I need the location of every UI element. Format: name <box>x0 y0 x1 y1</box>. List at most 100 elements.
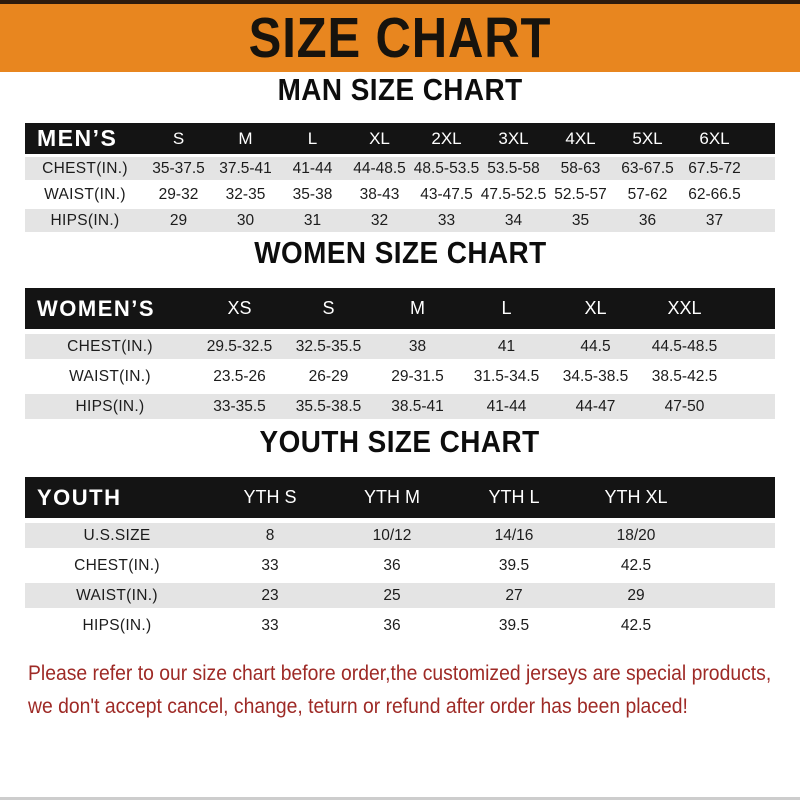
size-cell: 42.5 <box>575 613 697 638</box>
size-cell: 58-63 <box>547 157 614 180</box>
size-cell: 27 <box>453 583 575 608</box>
table-row: U.S.SIZE 8 10/12 14/16 18/20 <box>25 523 775 548</box>
row-filler <box>697 523 775 548</box>
table-row: CHEST(IN.) 33 36 39.5 42.5 <box>25 553 775 578</box>
row-header: WAIST(IN.) <box>25 183 145 206</box>
size-cell: 44.5 <box>551 334 640 359</box>
size-cell: 36 <box>331 613 453 638</box>
size-cell: 30 <box>212 209 279 232</box>
size-cell: 26-29 <box>284 364 373 389</box>
footer-notice: Please refer to our size chart before or… <box>28 660 800 719</box>
row-header: CHEST(IN.) <box>25 553 209 578</box>
row-header: WAIST(IN.) <box>25 583 209 608</box>
notice-line-1: Please refer to our size chart before or… <box>28 661 772 685</box>
size-cell: 53.5-58 <box>480 157 547 180</box>
row-header: CHEST(IN.) <box>25 334 195 359</box>
size-cell: 36 <box>331 553 453 578</box>
size-cell: 39.5 <box>453 553 575 578</box>
banner: SIZE CHART <box>0 4 800 72</box>
column-header: L <box>462 288 551 329</box>
size-cell: 57-62 <box>614 183 681 206</box>
size-cell: 67.5-72 <box>681 157 748 180</box>
table-title-cell: MEN’S <box>25 123 145 154</box>
row-header: CHEST(IN.) <box>25 157 145 180</box>
size-cell: 35-38 <box>279 183 346 206</box>
table-header-row: MEN’S S M L XL 2XL 3XL 4XL 5XL 6XL <box>25 123 775 154</box>
column-header: YTH S <box>209 477 331 518</box>
mens-size-table: MEN’S S M L XL 2XL 3XL 4XL 5XL 6XL CHEST(IN.) 35-37… <box>25 120 775 235</box>
size-cell: 32 <box>346 209 413 232</box>
youth-size-table: YOUTH YTH S YTH M YTH L YTH XL U.S.SIZE 8 10/12… <box>25 472 775 643</box>
column-header: XS <box>195 288 284 329</box>
row-header: HIPS(IN.) <box>25 613 209 638</box>
table-title-cell: YOUTH <box>25 477 209 518</box>
size-cell: 47.5-52.5 <box>480 183 547 206</box>
size-cell: 29.5-32.5 <box>195 334 284 359</box>
table-row: CHEST(IN.) 35-37.5 37.5-41 41-44 44-48.5 48.5… <box>25 157 775 180</box>
size-cell: 41-44 <box>462 394 551 419</box>
row-filler <box>748 209 775 232</box>
size-cell: 10/12 <box>331 523 453 548</box>
table-row: CHEST(IN.) 29.5-32.5 32.5-35.5 38 41 44.5 44.5… <box>25 334 775 359</box>
size-cell: 63-67.5 <box>614 157 681 180</box>
size-cell: 47-50 <box>640 394 729 419</box>
row-filler <box>697 613 775 638</box>
women-section-heading-text: WOMEN SIZE CHART <box>253 235 547 270</box>
table-row: WAIST(IN.) 23 25 27 29 <box>25 583 775 608</box>
header-filler <box>729 288 775 329</box>
table-row: WAIST(IN.) 29-32 32-35 35-38 38-43 43-47.5 47.… <box>25 183 775 206</box>
table-title-cell: WOMEN’S <box>25 288 195 329</box>
section-women: WOMEN SIZE CHART WOMEN’S XS S M L XL XXL CHEST(… <box>0 235 800 424</box>
size-cell: 41-44 <box>279 157 346 180</box>
column-header: 2XL <box>413 123 480 154</box>
size-cell: 29-31.5 <box>373 364 462 389</box>
size-cell: 34.5-38.5 <box>551 364 640 389</box>
row-filler <box>748 183 775 206</box>
size-cell: 32.5-35.5 <box>284 334 373 359</box>
size-cell: 33 <box>209 613 331 638</box>
size-cell: 38.5-41 <box>373 394 462 419</box>
notice-line-2: we don't accept cancel, change, teturn o… <box>28 694 688 718</box>
bottom-border <box>0 797 800 800</box>
top-border <box>0 0 800 4</box>
size-cell: 38 <box>373 334 462 359</box>
women-section-heading: WOMEN SIZE CHART <box>0 235 800 271</box>
youth-section-heading-text: YOUTH SIZE CHART <box>259 424 541 459</box>
table-header-row: YOUTH YTH S YTH M YTH L YTH XL <box>25 477 775 518</box>
men-section-heading: MAN SIZE CHART <box>0 72 800 108</box>
size-cell: 38-43 <box>346 183 413 206</box>
size-cell: 35 <box>547 209 614 232</box>
size-cell: 37 <box>681 209 748 232</box>
column-header: YTH M <box>331 477 453 518</box>
column-header: YTH XL <box>575 477 697 518</box>
header-filler <box>748 123 775 154</box>
size-cell: 25 <box>331 583 453 608</box>
column-header: M <box>373 288 462 329</box>
youth-section-heading: YOUTH SIZE CHART <box>0 424 800 460</box>
size-cell: 41 <box>462 334 551 359</box>
row-filler <box>729 394 775 419</box>
size-cell: 14/16 <box>453 523 575 548</box>
size-cell: 52.5-57 <box>547 183 614 206</box>
size-cell: 39.5 <box>453 613 575 638</box>
page-title: SIZE CHART <box>248 6 552 70</box>
column-header: 3XL <box>480 123 547 154</box>
size-cell: 29 <box>575 583 697 608</box>
men-section-heading-text: MAN SIZE CHART <box>277 72 523 107</box>
column-header: XL <box>551 288 640 329</box>
size-cell: 48.5-53.5 <box>413 157 480 180</box>
row-header: WAIST(IN.) <box>25 364 195 389</box>
section-youth: YOUTH SIZE CHART YOUTH YTH S YTH M YTH L YTH… <box>0 424 800 643</box>
size-cell: 29 <box>145 209 212 232</box>
column-header: 5XL <box>614 123 681 154</box>
row-filler <box>729 364 775 389</box>
size-cell: 38.5-42.5 <box>640 364 729 389</box>
size-cell: 33 <box>413 209 480 232</box>
size-cell: 18/20 <box>575 523 697 548</box>
size-cell: 36 <box>614 209 681 232</box>
row-header: HIPS(IN.) <box>25 394 195 419</box>
column-header: 4XL <box>547 123 614 154</box>
size-cell: 35.5-38.5 <box>284 394 373 419</box>
table-row: WAIST(IN.) 23.5-26 26-29 29-31.5 31.5-34.5 34… <box>25 364 775 389</box>
column-header: XL <box>346 123 413 154</box>
